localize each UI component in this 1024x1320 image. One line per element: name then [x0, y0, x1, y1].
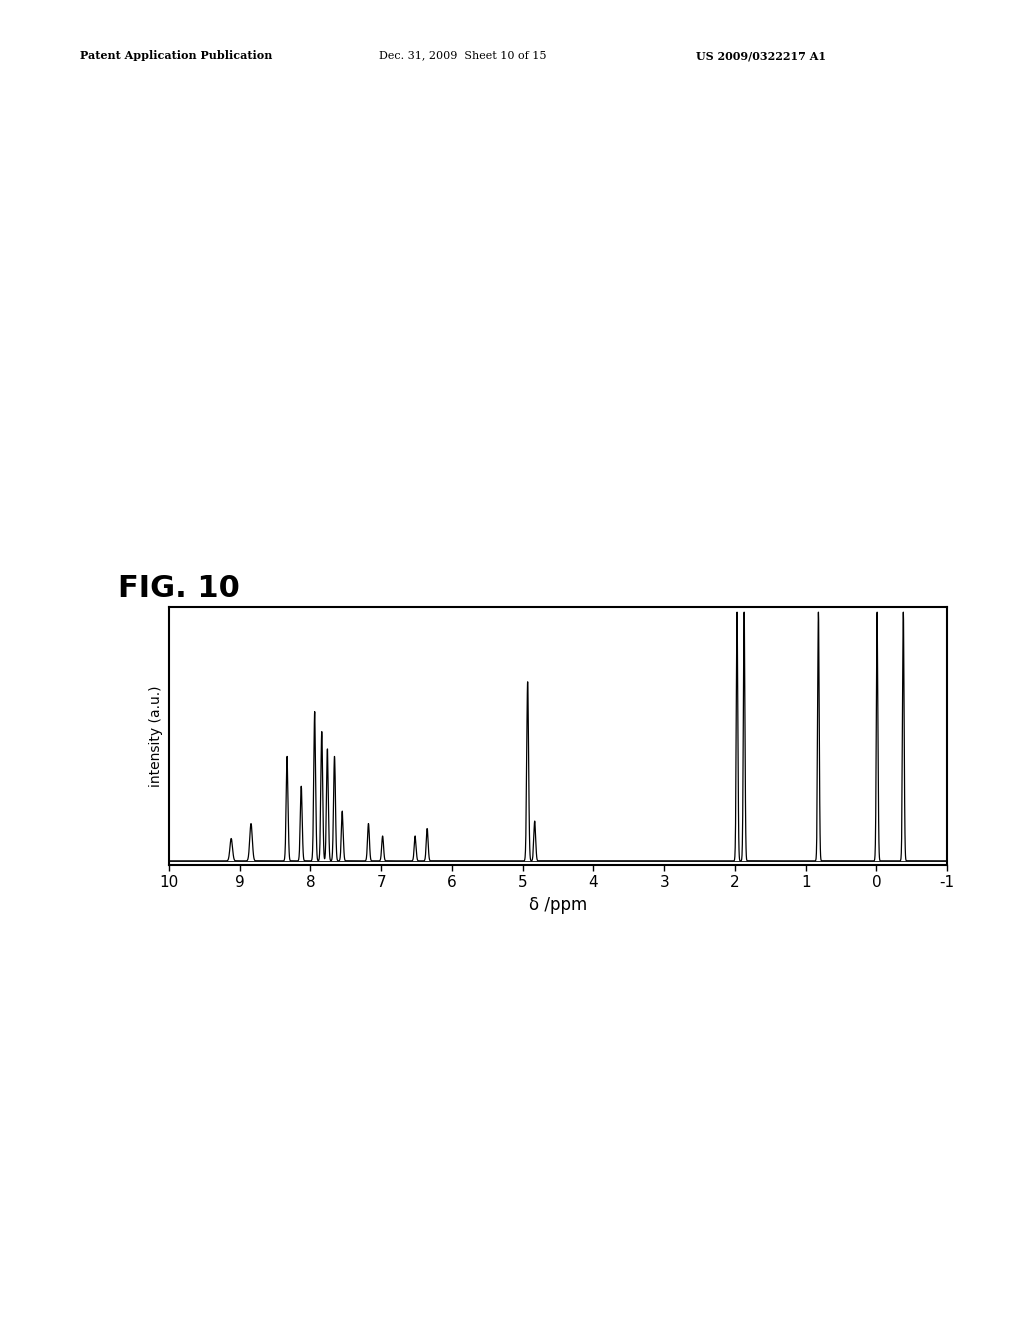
X-axis label: δ /ppm: δ /ppm — [529, 895, 587, 913]
Text: US 2009/0322217 A1: US 2009/0322217 A1 — [696, 50, 826, 61]
Text: FIG. 10: FIG. 10 — [118, 574, 240, 603]
Text: Patent Application Publication: Patent Application Publication — [80, 50, 272, 61]
Y-axis label: intensity (a.u.): intensity (a.u.) — [150, 685, 164, 787]
Text: Dec. 31, 2009  Sheet 10 of 15: Dec. 31, 2009 Sheet 10 of 15 — [379, 50, 547, 61]
